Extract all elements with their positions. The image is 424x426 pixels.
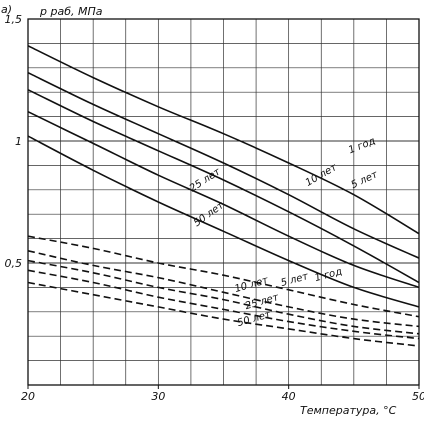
y-tick-label: 0,5 bbox=[5, 257, 23, 270]
series-line-dashed bbox=[27, 250, 420, 328]
y-tick-label: 1 bbox=[15, 135, 22, 148]
plot-frame bbox=[27, 18, 420, 386]
series-line-solid bbox=[27, 135, 420, 308]
curve-label: 10 лет bbox=[233, 275, 270, 295]
series-line-dashed bbox=[27, 281, 420, 347]
series-line-dashed bbox=[27, 259, 420, 335]
series-layer bbox=[27, 45, 420, 347]
grid-layer: 20 30 40 50 1,5 1 0,5 bbox=[5, 13, 424, 403]
series-line-dashed bbox=[27, 269, 420, 340]
y-tick-label: 1,5 bbox=[5, 13, 23, 26]
series-line-solid bbox=[27, 89, 420, 284]
y-axis-title: p раб, МПа bbox=[39, 5, 103, 18]
series-line-dashed bbox=[27, 235, 420, 318]
panel-label: а) bbox=[1, 3, 12, 16]
series-line-solid bbox=[27, 45, 420, 235]
curve-label: 25 лет bbox=[244, 292, 281, 312]
series-line-solid bbox=[27, 110, 420, 289]
x-tick-label: 40 bbox=[282, 390, 296, 403]
x-axis-title: Температура, °С bbox=[300, 404, 397, 417]
x-tick-label: 30 bbox=[151, 390, 165, 403]
curve-label: 1 год bbox=[347, 136, 377, 157]
curve-label: 5 лет bbox=[280, 271, 311, 289]
x-tick-label: 20 bbox=[21, 390, 35, 403]
x-tick-label: 50 bbox=[412, 390, 424, 403]
series-line-solid bbox=[27, 71, 420, 259]
